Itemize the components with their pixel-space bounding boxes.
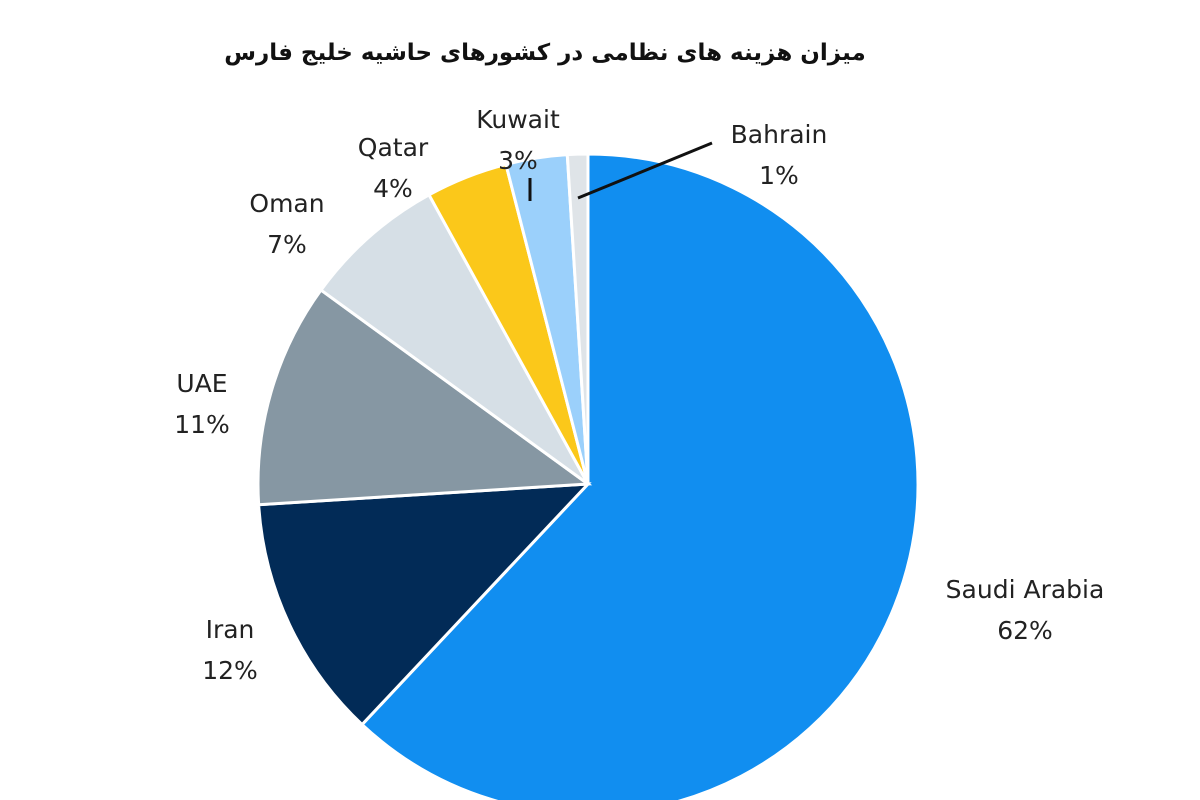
slice-label-name-oman: Oman bbox=[249, 189, 324, 218]
slice-label-value-oman: 7% bbox=[267, 230, 307, 259]
slice-label-name-qatar: Qatar bbox=[358, 133, 429, 162]
slice-label-value-kuwait: 3% bbox=[498, 146, 538, 175]
leader-line-bahrain bbox=[577, 141, 713, 200]
pie-slice-iran bbox=[257, 482, 592, 727]
slice-label-value-qatar: 4% bbox=[373, 174, 413, 203]
slice-label-name-bahrain: Bahrain bbox=[731, 120, 828, 149]
pie-slices bbox=[256, 152, 920, 800]
slice-label-name-kuwait: Kuwait bbox=[476, 105, 560, 134]
slice-label-name-saudi-arabia: Saudi Arabia bbox=[946, 575, 1105, 604]
chart-title: میزان هزینه های نظامی در کشورهای حاشیه خ… bbox=[224, 40, 866, 66]
pie-slice-bahrain bbox=[565, 152, 590, 485]
slice-label-name-iran: Iran bbox=[206, 615, 255, 644]
slice-labels: Saudi Arabia 62% Iran 12% UAE 11% Oman 7% Qatar 4… bbox=[174, 105, 1104, 685]
slice-label-name-uae: UAE bbox=[176, 369, 227, 398]
slice-label-value-iran: 12% bbox=[202, 656, 258, 685]
slice-label-value-bahrain: 1% bbox=[759, 161, 799, 190]
pie-slice-uae bbox=[256, 287, 593, 507]
leader-lines bbox=[528, 141, 713, 201]
slice-label-value-saudi-arabia: 62% bbox=[997, 616, 1053, 645]
pie-slice-oman bbox=[318, 192, 590, 486]
pie-slice-saudi-arabia bbox=[359, 152, 920, 800]
slice-label-value-uae: 11% bbox=[174, 410, 230, 439]
